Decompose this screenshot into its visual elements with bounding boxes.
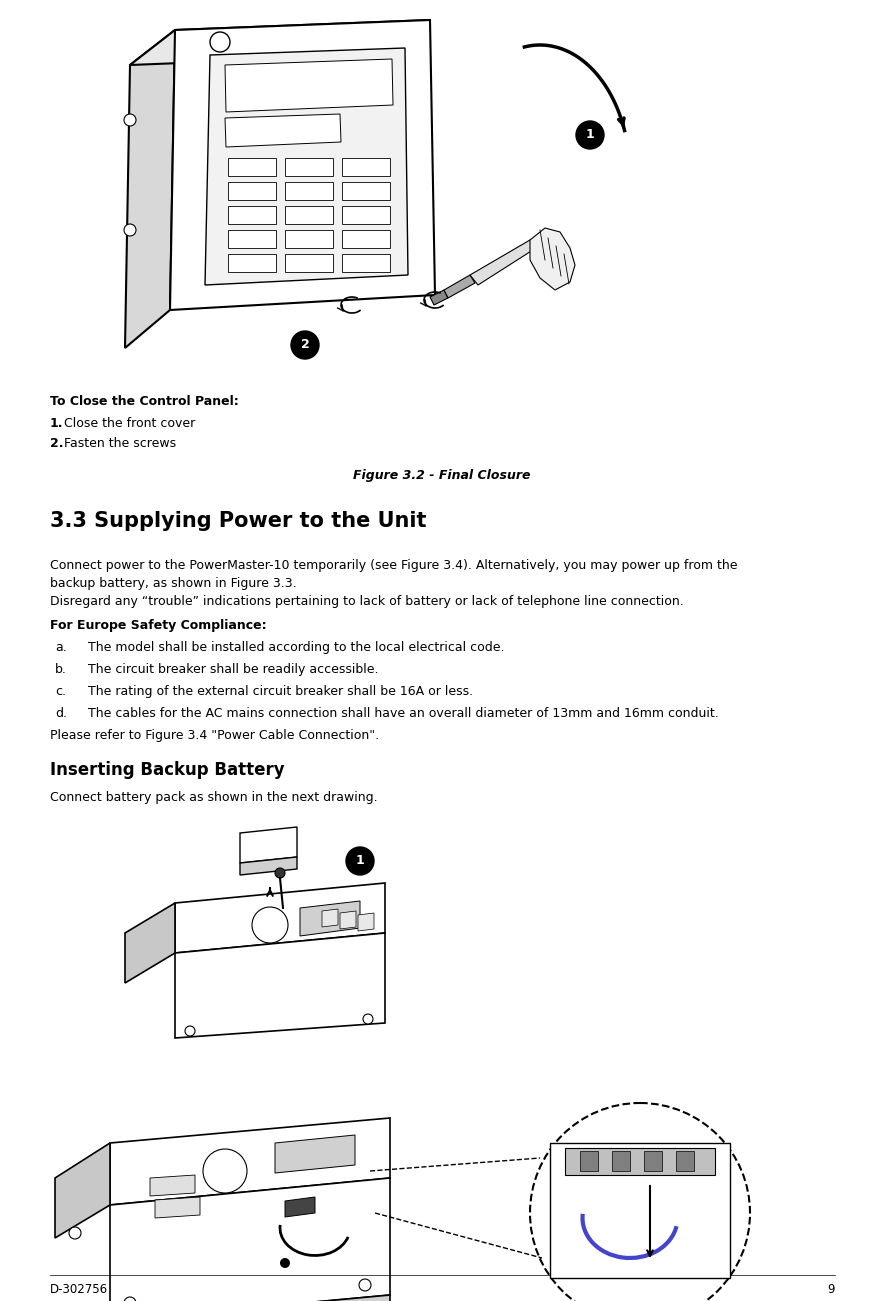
Polygon shape [342,230,390,248]
Polygon shape [430,290,448,304]
Polygon shape [300,902,360,935]
Polygon shape [612,1151,630,1171]
Text: D-302756: D-302756 [50,1283,108,1296]
Text: 9: 9 [827,1283,835,1296]
Text: For Europe Safety Compliance:: For Europe Safety Compliance: [50,619,266,632]
Polygon shape [228,206,276,224]
Text: backup battery, as shown in Figure 3.3.: backup battery, as shown in Figure 3.3. [50,578,296,589]
Polygon shape [285,206,333,224]
Polygon shape [580,1151,598,1171]
Polygon shape [175,883,385,954]
Polygon shape [444,275,475,298]
Text: Connect battery pack as shown in the next drawing.: Connect battery pack as shown in the nex… [50,791,378,804]
Polygon shape [470,239,536,285]
Circle shape [210,33,230,52]
Text: Figure 3.2 - Final Closure: Figure 3.2 - Final Closure [353,468,531,481]
Polygon shape [342,206,390,224]
Circle shape [291,330,319,359]
Text: Disregard any “trouble” indications pertaining to lack of battery or lack of tel: Disregard any “trouble” indications pert… [50,595,684,608]
Text: Inserting Backup Battery: Inserting Backup Battery [50,761,285,779]
Text: Please refer to Figure 3.4 "Power Cable Connection".: Please refer to Figure 3.4 "Power Cable … [50,729,379,742]
Polygon shape [342,254,390,272]
Polygon shape [644,1151,662,1171]
Circle shape [124,224,136,235]
Circle shape [346,847,374,876]
Polygon shape [285,230,333,248]
Polygon shape [285,254,333,272]
Text: 1: 1 [586,129,595,142]
Circle shape [363,1013,373,1024]
Text: 1: 1 [356,855,365,868]
Polygon shape [110,1118,390,1205]
Polygon shape [110,1294,390,1301]
Text: 2: 2 [301,338,310,351]
Text: Close the front cover: Close the front cover [64,418,196,431]
Circle shape [124,114,136,126]
Text: The rating of the external circuit breaker shall be 16A or less.: The rating of the external circuit break… [88,686,473,699]
Polygon shape [155,1197,200,1218]
Text: Fasten the screws: Fasten the screws [64,437,176,450]
Text: 1.: 1. [50,418,64,431]
Polygon shape [342,157,390,176]
Polygon shape [285,182,333,200]
Text: a.: a. [55,641,66,654]
Polygon shape [676,1151,694,1171]
Polygon shape [530,228,575,290]
Polygon shape [340,911,356,929]
Polygon shape [228,157,276,176]
Polygon shape [125,903,175,984]
Text: The model shall be installed according to the local electrical code.: The model shall be installed according t… [88,641,504,654]
Circle shape [203,1149,247,1193]
Polygon shape [150,1175,195,1196]
Polygon shape [565,1147,715,1175]
Polygon shape [550,1144,730,1278]
Text: The cables for the AC mains connection shall have an overall diameter of 13mm an: The cables for the AC mains connection s… [88,706,719,719]
Polygon shape [285,1197,315,1216]
Circle shape [280,1258,290,1268]
Polygon shape [228,182,276,200]
Polygon shape [275,1134,355,1174]
Polygon shape [342,182,390,200]
Circle shape [252,907,288,943]
Text: To Close the Control Panel:: To Close the Control Panel: [50,396,239,409]
Polygon shape [130,20,430,65]
Circle shape [275,868,285,878]
Text: b.: b. [55,664,67,677]
Polygon shape [205,48,408,285]
Text: 2.: 2. [50,437,64,450]
Polygon shape [225,59,393,112]
Polygon shape [228,254,276,272]
Polygon shape [170,20,435,310]
Polygon shape [125,30,175,347]
Circle shape [359,1279,371,1291]
Polygon shape [322,909,338,928]
Polygon shape [358,913,374,932]
Circle shape [69,1227,81,1239]
Polygon shape [240,857,297,876]
Polygon shape [225,114,341,147]
Text: d.: d. [55,706,67,719]
Text: c.: c. [55,686,66,699]
Text: Connect power to the PowerMaster-10 temporarily (see Figure 3.4). Alternatively,: Connect power to the PowerMaster-10 temp… [50,559,737,572]
Text: 3.3 Supplying Power to the Unit: 3.3 Supplying Power to the Unit [50,511,427,531]
Polygon shape [175,933,385,1038]
Text: The circuit breaker shall be readily accessible.: The circuit breaker shall be readily acc… [88,664,379,677]
Polygon shape [55,1144,110,1239]
Polygon shape [240,827,297,863]
Polygon shape [110,1177,390,1301]
Polygon shape [228,230,276,248]
Circle shape [576,121,604,150]
Circle shape [124,1297,136,1301]
Polygon shape [285,157,333,176]
Circle shape [185,1026,195,1036]
